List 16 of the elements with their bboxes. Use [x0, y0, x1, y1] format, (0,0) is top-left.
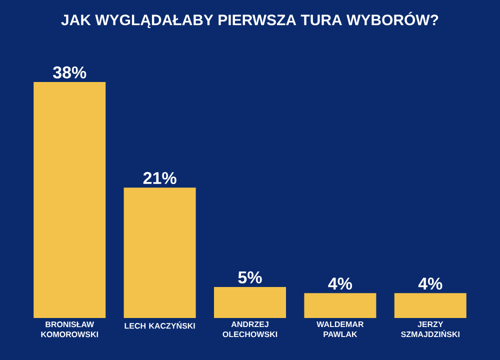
bar	[394, 293, 466, 318]
bar	[304, 293, 376, 318]
chart-title: JAK WYGLĄDAŁABY PIERWSZA TURA WYBORÓW?	[61, 12, 438, 28]
bar	[34, 82, 106, 318]
bar	[214, 286, 286, 318]
data-label: 5%	[238, 271, 262, 284]
x-tick-label: BRONISŁAW KOMOROWSKI	[41, 322, 98, 338]
data-label: 21%	[143, 172, 176, 184]
x-tick-label: WALDEMAR PAWLAK	[316, 322, 364, 338]
bar	[124, 188, 196, 318]
data-label: 38%	[52, 66, 86, 78]
x-tick-label: LECH KACZYŃSKI	[124, 322, 195, 329]
data-label: 4%	[328, 278, 352, 290]
x-tick-label: JERZY SZMAJDZIŃSKI	[401, 322, 460, 338]
x-tick-label: ANDRZEJ OLECHOWSKI	[222, 322, 278, 338]
data-label: 4%	[418, 278, 442, 290]
